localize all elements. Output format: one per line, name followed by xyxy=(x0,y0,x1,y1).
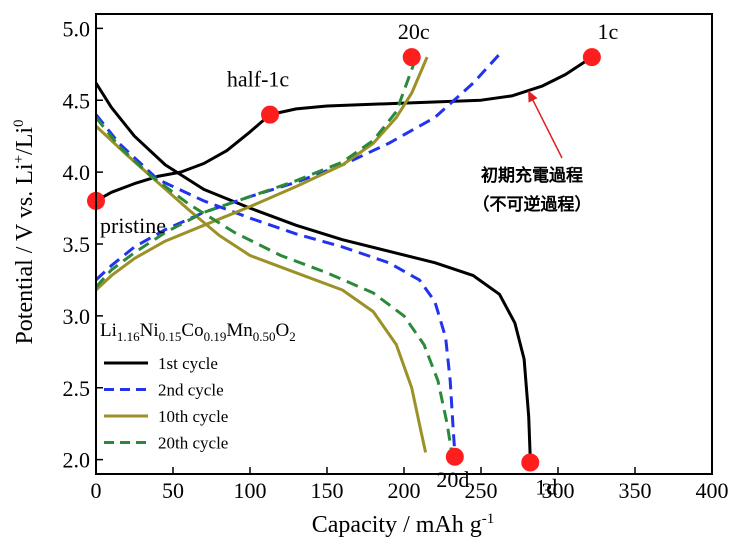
legend-label-4: 20th cycle xyxy=(158,434,228,453)
series-4-charge-line xyxy=(94,56,418,289)
x-tick-label: 350 xyxy=(619,478,652,503)
marker-label-pristine: pristine xyxy=(100,213,166,238)
marker-20d xyxy=(445,447,464,466)
x-axis-title-sup: -1 xyxy=(482,511,495,527)
annotation-line2: （不可逆過程） xyxy=(473,194,592,215)
material-formula: Li1.16Ni0.15Co0.19Mn0.50O2 xyxy=(100,320,296,344)
y-tick-label: 4.5 xyxy=(63,88,91,113)
marker-1c xyxy=(582,48,601,67)
series-layer xyxy=(94,53,593,460)
marker-20c xyxy=(402,48,421,67)
annotation: 初期充電過程 （不可逆過程） xyxy=(473,90,592,215)
marker-half-1c xyxy=(261,105,280,124)
y-tick-label: 3.0 xyxy=(63,304,91,329)
series-2-charge-line xyxy=(94,53,501,281)
y-tick-label: 2.5 xyxy=(63,376,91,401)
x-tick-label: 0 xyxy=(91,478,102,503)
x-tick-label: 200 xyxy=(388,478,421,503)
y-axis-title: Potential / V vs. Li+/Li0 xyxy=(11,119,38,344)
legend-label-3: 10th cycle xyxy=(158,407,228,426)
y-tick-label: 2.0 xyxy=(63,448,91,473)
x-tick-label: 50 xyxy=(162,478,184,503)
legend-label-1: 1st cycle xyxy=(158,354,218,373)
y-tick-label: 4.0 xyxy=(63,160,91,185)
series-3-charge-line xyxy=(94,56,429,292)
x-tick-label: 250 xyxy=(465,478,498,503)
x-tick-label: 100 xyxy=(234,478,267,503)
marker-label-1c: 1c xyxy=(597,19,618,44)
legend-label-2: 2nd cycle xyxy=(158,381,224,400)
legend: 1st cycle 2nd cycle 10th cycle 20th cycle xyxy=(104,354,228,453)
x-axis-title-main: Capacity / mAh g xyxy=(312,512,482,538)
marker-label-1d: 1d xyxy=(535,475,557,500)
plot-frame xyxy=(95,13,713,475)
annotation-arrowhead xyxy=(528,90,538,103)
x-axis-title: Capacity / mAh g-1 xyxy=(312,511,494,538)
series-4-discharge-line xyxy=(94,116,454,453)
marker-label-20c: 20c xyxy=(398,19,430,44)
marker-label-half-1c: half-1c xyxy=(227,67,290,92)
x-tick-label: 150 xyxy=(311,478,344,503)
y-tick-label: 3.5 xyxy=(63,232,91,257)
marker-layer: pristine half-1c 20c 1c 20d 1d xyxy=(87,19,618,500)
annotation-line1: 初期充電過程 xyxy=(481,165,583,186)
series-3-discharge-line xyxy=(94,125,428,453)
tick-layer: 0 50 100 150 200 250 300 350 400 2.0 2.5 3.0 3.5 4.0 4… xyxy=(63,16,729,503)
x-tick-label: 300 xyxy=(542,478,575,503)
series-1-discharge-line xyxy=(94,82,532,460)
marker-label-20d: 20d xyxy=(436,467,469,492)
marker-1d xyxy=(521,453,540,472)
series-2-discharge-line xyxy=(94,113,457,453)
x-tick-label: 400 xyxy=(696,478,729,503)
annotation-arrow xyxy=(531,97,563,159)
y-tick-label: 5.0 xyxy=(63,16,91,41)
